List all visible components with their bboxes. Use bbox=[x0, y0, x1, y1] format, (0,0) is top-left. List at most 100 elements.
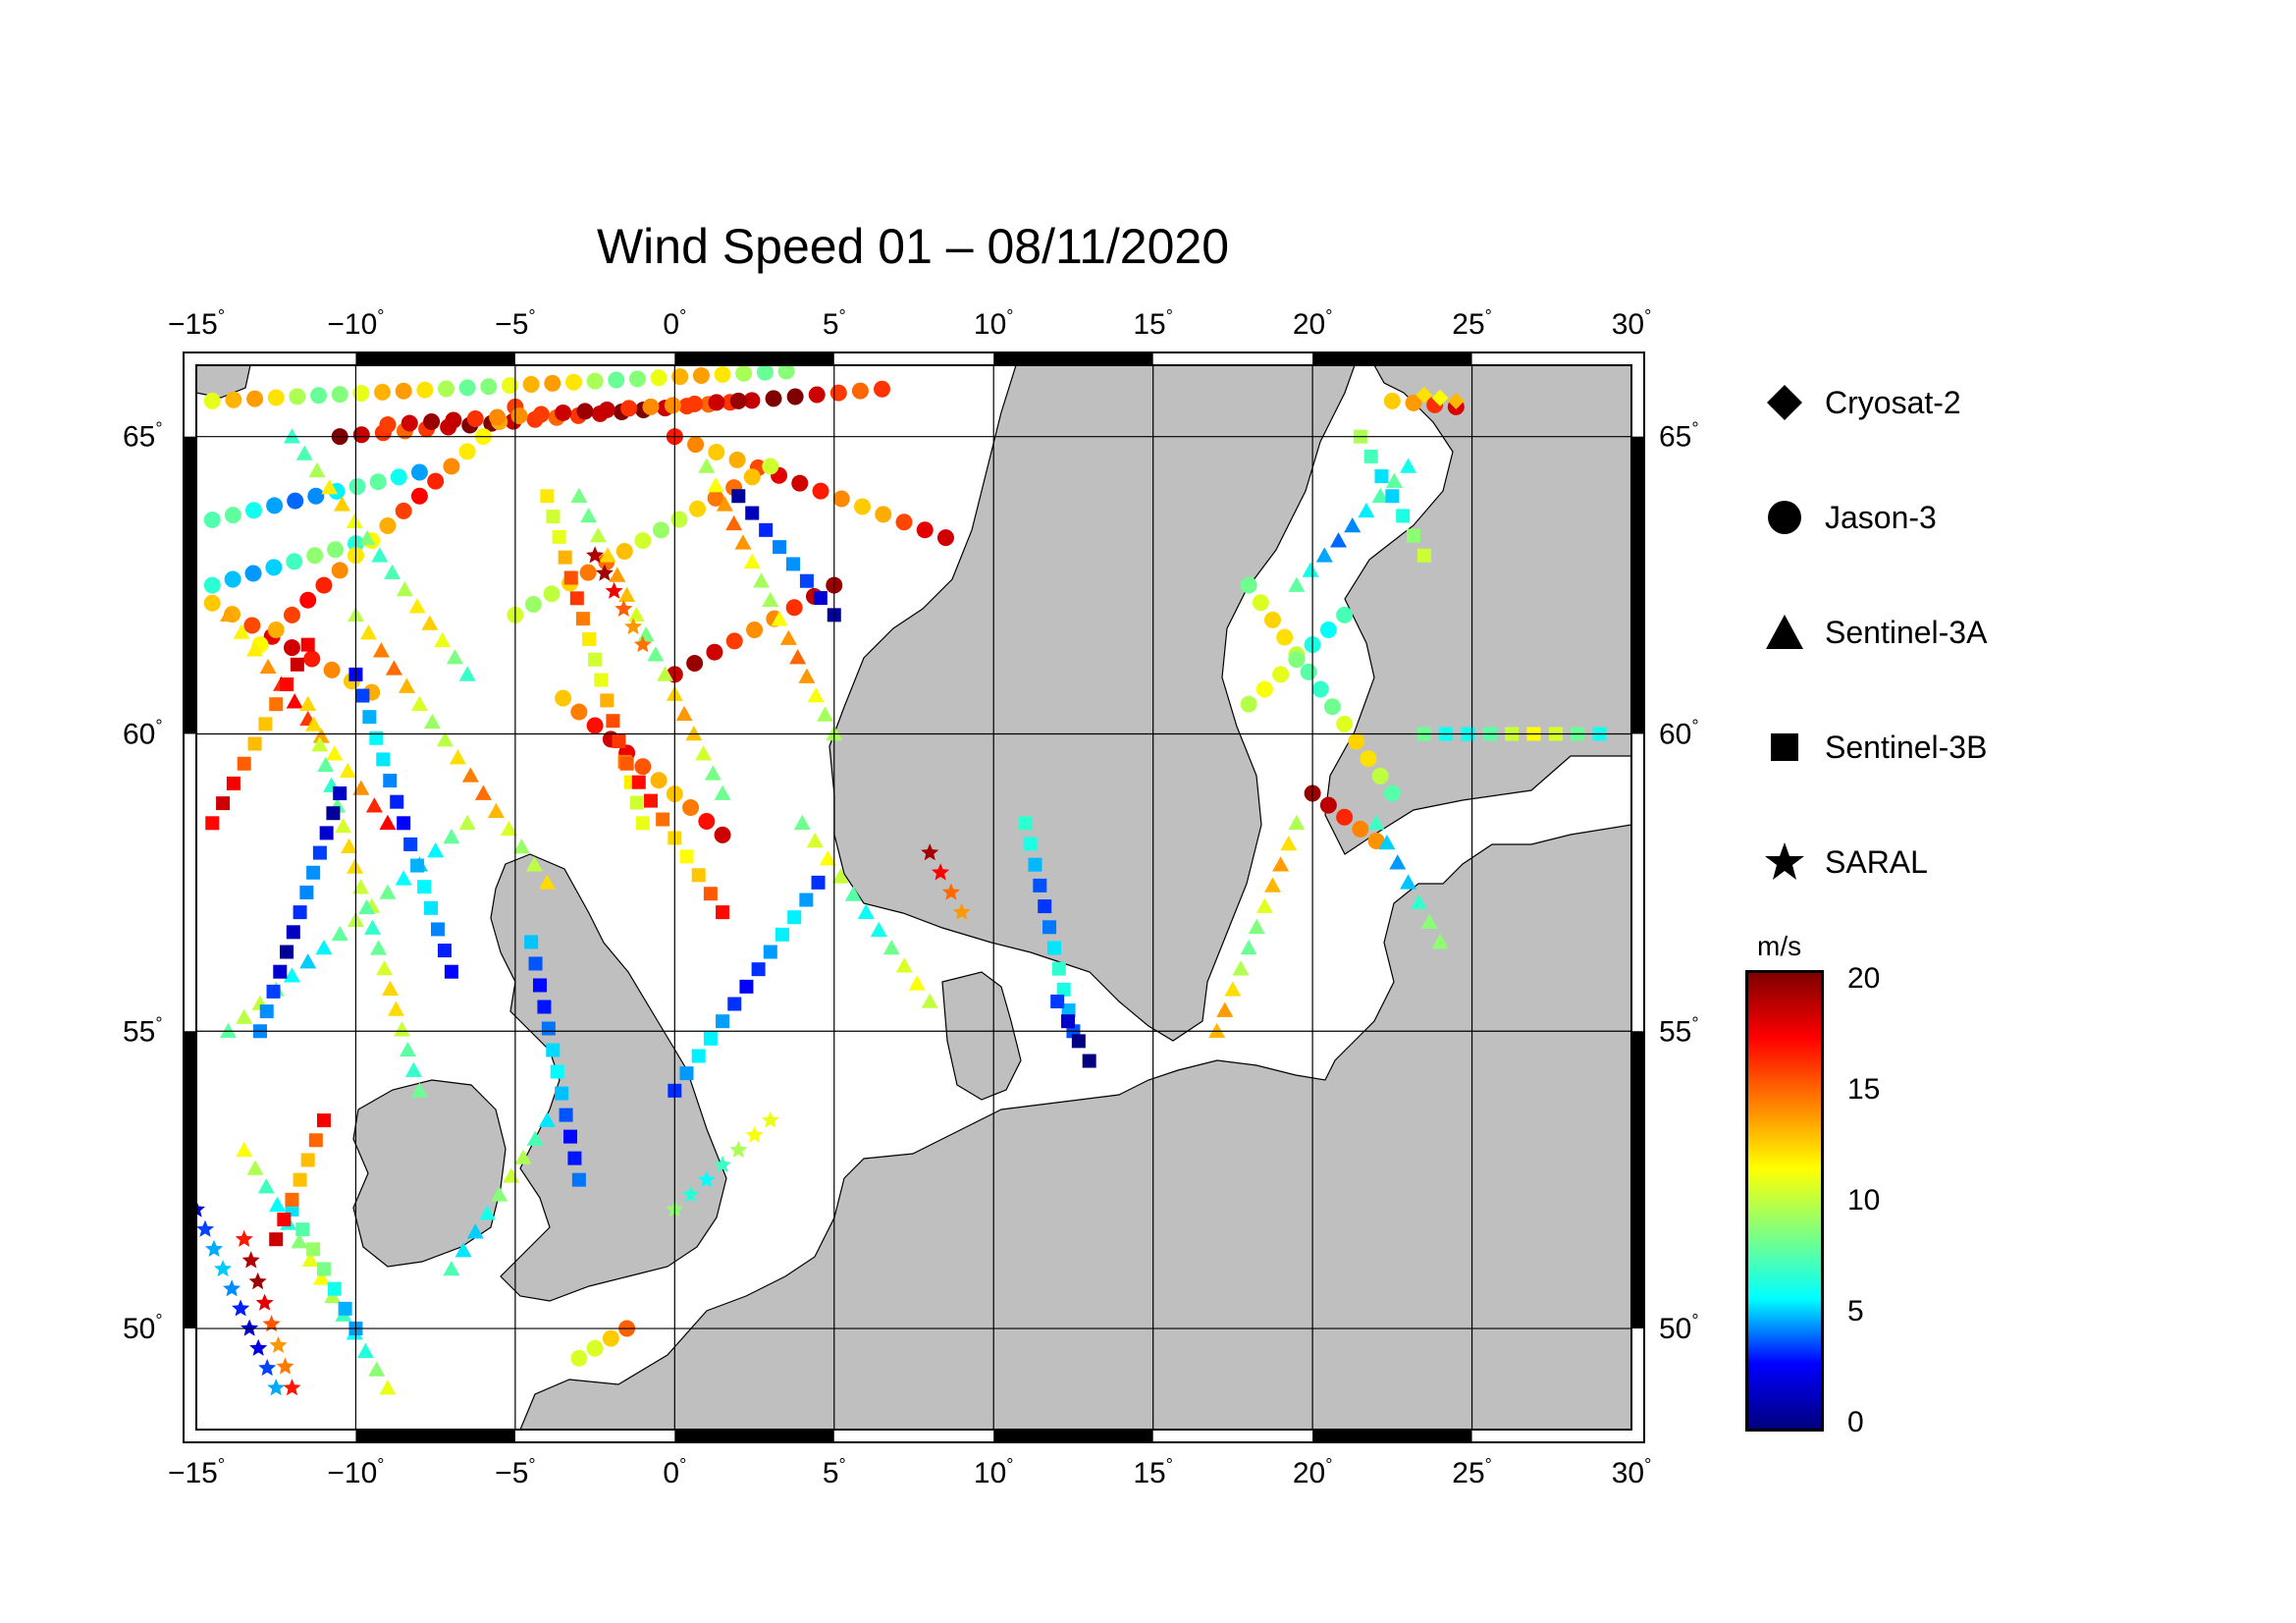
sentinel3b-point bbox=[691, 868, 706, 883]
sentinel3a-point bbox=[538, 1111, 556, 1127]
sentinel3a-point bbox=[381, 980, 399, 997]
sentinel3a-point bbox=[308, 461, 326, 478]
sentinel3a-point bbox=[410, 1082, 428, 1098]
sentinel3a-point bbox=[1232, 960, 1250, 976]
saral-point bbox=[697, 1170, 716, 1188]
jason-point bbox=[416, 381, 434, 399]
lon-tick-label: 0° bbox=[663, 306, 686, 341]
jason-point bbox=[310, 387, 328, 405]
sentinel3a-point bbox=[341, 838, 358, 854]
jason-point bbox=[369, 473, 387, 491]
saral-point bbox=[714, 1156, 732, 1173]
sentinel3a-point bbox=[436, 731, 454, 747]
sentinel3b-point bbox=[273, 964, 288, 979]
sentinel3b-point bbox=[631, 775, 646, 789]
sentinel3a-point bbox=[657, 666, 674, 681]
sentinel3b-point bbox=[369, 730, 384, 745]
sentinel3b-point bbox=[594, 673, 609, 687]
jason-point bbox=[379, 416, 397, 434]
sentinel3b-point bbox=[205, 816, 220, 831]
jason-point bbox=[445, 411, 462, 429]
sentinel3b-point bbox=[333, 786, 347, 801]
jason-point bbox=[786, 388, 804, 406]
sentinel3a-point bbox=[734, 534, 752, 550]
sentinel3b-point bbox=[285, 1192, 299, 1207]
jason-point bbox=[1367, 832, 1385, 849]
sentinel3b-point bbox=[247, 736, 262, 751]
sentinel3a-point bbox=[346, 513, 363, 528]
sentinel3a-point bbox=[743, 553, 761, 569]
saral-point bbox=[586, 546, 605, 564]
colorbar bbox=[1745, 970, 1824, 1432]
sentinel3a-point bbox=[589, 527, 607, 543]
sentinel3a-point bbox=[725, 514, 743, 531]
jason-point bbox=[579, 564, 597, 581]
lon-tick-label: 5° bbox=[823, 306, 846, 341]
sentinel3b-point bbox=[635, 816, 650, 831]
jason-point bbox=[698, 812, 716, 830]
sentinel3a-point bbox=[283, 428, 300, 444]
sentinel3b-point bbox=[606, 714, 620, 729]
jason-point bbox=[400, 414, 418, 432]
jason-point bbox=[306, 547, 324, 565]
sentinel3a-point bbox=[236, 1008, 253, 1024]
jason-point bbox=[1252, 594, 1269, 612]
sentinel3a-point bbox=[1358, 502, 1375, 518]
sentinel3b-point bbox=[312, 845, 327, 860]
sentinel3a-point bbox=[259, 658, 277, 675]
data-points bbox=[196, 365, 1607, 1396]
jason-point bbox=[686, 655, 704, 673]
jason-point bbox=[602, 1329, 619, 1347]
frame-bar-left bbox=[184, 1031, 196, 1329]
legend-item-cryosat: Cryosat-2 bbox=[1762, 383, 1961, 422]
jason-point bbox=[225, 391, 242, 408]
sentinel3a-point bbox=[857, 903, 875, 919]
jason-point bbox=[706, 643, 723, 661]
jason-point bbox=[765, 390, 782, 407]
sentinel3a-point bbox=[443, 1260, 460, 1276]
sentinel3b-point bbox=[751, 962, 766, 977]
lon-tick-label: −10° bbox=[327, 306, 384, 341]
sentinel3a-point bbox=[385, 660, 402, 676]
graticule bbox=[196, 365, 1631, 1430]
sentinel3b-point bbox=[1061, 1014, 1076, 1029]
sentinel3a-point bbox=[458, 666, 476, 681]
sentinel3a-point bbox=[446, 649, 463, 665]
cryosat-point bbox=[1431, 389, 1449, 406]
sentinel3a-point bbox=[421, 615, 439, 630]
jason-point bbox=[522, 376, 540, 394]
jason-point bbox=[620, 400, 638, 417]
sentinel3a-point bbox=[1216, 1001, 1234, 1017]
jason-point bbox=[244, 565, 262, 582]
jason-point bbox=[743, 468, 761, 486]
sentinel3a-point bbox=[1255, 897, 1273, 913]
sentinel3a-point bbox=[359, 624, 377, 640]
sentinel3b-point bbox=[1033, 878, 1047, 893]
jason-point bbox=[808, 386, 826, 404]
saral-point bbox=[249, 1338, 268, 1356]
sentinel3b-point bbox=[528, 956, 543, 971]
sentinel3a-point bbox=[1264, 877, 1281, 893]
sentinel3b-point bbox=[216, 796, 231, 811]
frame-bar-bottom bbox=[674, 1430, 834, 1442]
lon-tick-label: 20° bbox=[1293, 306, 1333, 341]
triangle-icon bbox=[1766, 615, 1803, 649]
legend-item-saral: SARAL bbox=[1762, 842, 1928, 882]
sentinel3b-point bbox=[326, 806, 341, 821]
sentinel3b-point bbox=[308, 1133, 323, 1148]
circle-icon bbox=[1768, 501, 1801, 534]
jason-point bbox=[714, 826, 731, 843]
jason-point bbox=[307, 487, 325, 505]
saral-point bbox=[745, 1125, 764, 1143]
lat-tick-label: 50° bbox=[123, 1311, 163, 1345]
jason-point bbox=[707, 489, 724, 507]
sentinel3a-point bbox=[233, 623, 250, 639]
sentinel3a-point bbox=[908, 975, 926, 991]
jason-point bbox=[829, 384, 847, 402]
sentinel3a-point bbox=[1288, 814, 1306, 831]
jason-point bbox=[458, 443, 476, 460]
sentinel3a-point bbox=[538, 874, 556, 890]
sentinel3a-point bbox=[807, 687, 825, 703]
jason-point bbox=[851, 382, 869, 400]
